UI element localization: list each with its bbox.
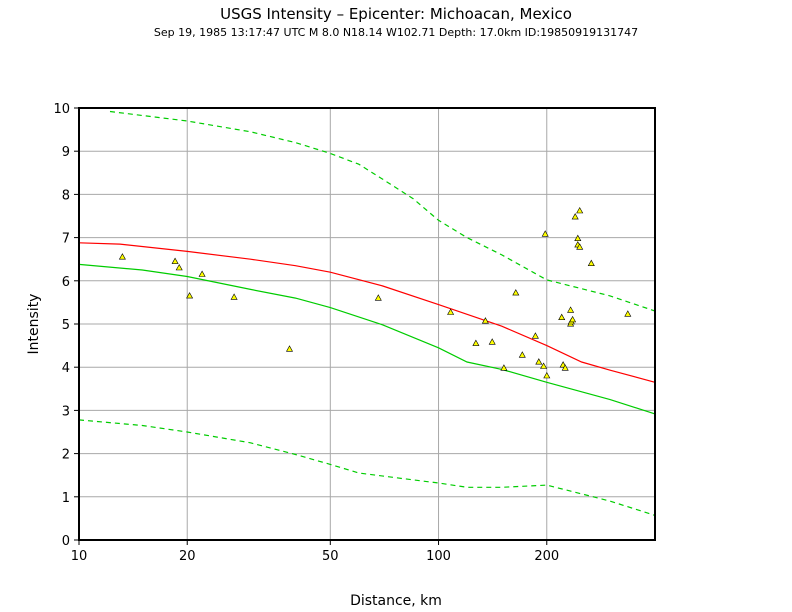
- series-line-2: [78, 263, 656, 415]
- chart-title: USGS Intensity – Epicenter: Michoacan, M…: [220, 5, 572, 23]
- observation-marker: [576, 206, 584, 214]
- observation-marker: [500, 364, 508, 371]
- observation-marker: [488, 338, 496, 345]
- observation-marker: [472, 339, 480, 346]
- y-tick-label: 9: [62, 145, 70, 160]
- y-tick-label: 6: [62, 275, 70, 290]
- observation-marker: [576, 243, 584, 250]
- observation-marker: [175, 263, 183, 271]
- observation-marker: [198, 270, 206, 277]
- x-tick-label: 50: [322, 549, 339, 564]
- x-axis-ticks: 10 20 50 100 200: [71, 540, 559, 564]
- y-tick-label: 7: [62, 232, 70, 247]
- observation-marker: [543, 371, 551, 379]
- observation-marker: [186, 292, 194, 299]
- y-tick-label: 4: [62, 361, 70, 376]
- observation-marker: [512, 289, 520, 296]
- observation-marker: [374, 294, 382, 301]
- observation-marker: [574, 234, 582, 241]
- observation-marker: [587, 259, 595, 267]
- prediction-lines: [78, 110, 656, 516]
- observation-marker: [540, 362, 548, 369]
- observation-marker: [118, 253, 126, 260]
- x-tick-label: 20: [179, 549, 196, 564]
- y-tick-label: 8: [62, 188, 70, 203]
- series-line-4: [78, 419, 656, 516]
- observation-points: [118, 206, 632, 379]
- y-tick-label: 3: [62, 404, 70, 419]
- observation-marker: [561, 364, 569, 371]
- chart-subtitle: Sep 19, 1985 13:17:47 UTC M 8.0 N18.14 W…: [154, 26, 638, 39]
- observation-marker: [571, 213, 579, 220]
- grid: [79, 108, 655, 540]
- observation-marker: [541, 230, 549, 237]
- observation-marker: [481, 317, 489, 324]
- y-axis-ticks: 0 1 2 3 4 5 6 7 8 9 10: [53, 102, 79, 549]
- observation-marker: [535, 358, 543, 365]
- observation-marker: [531, 332, 539, 339]
- observation-marker: [285, 345, 294, 352]
- y-tick-label: 1: [62, 491, 70, 506]
- y-tick-label: 10: [53, 102, 70, 117]
- x-tick-label: 10: [71, 549, 88, 564]
- observation-marker: [518, 351, 526, 358]
- observation-marker: [230, 293, 238, 300]
- x-axis-label: Distance, km: [350, 593, 442, 609]
- y-tick-label: 5: [62, 318, 70, 333]
- observation-marker: [447, 308, 455, 315]
- series-line-1: [78, 242, 656, 383]
- x-tick-label: 100: [426, 549, 451, 564]
- observation-marker: [171, 257, 179, 264]
- observation-marker: [558, 313, 566, 321]
- observation-marker: [567, 306, 575, 313]
- y-tick-label: 0: [62, 534, 70, 549]
- observation-marker: [569, 315, 577, 323]
- x-tick-label: 200: [534, 549, 559, 564]
- observation-marker: [624, 310, 632, 317]
- y-axis-label: Intensity: [26, 294, 42, 355]
- y-tick-label: 2: [62, 448, 70, 463]
- series-line-3: [109, 110, 656, 312]
